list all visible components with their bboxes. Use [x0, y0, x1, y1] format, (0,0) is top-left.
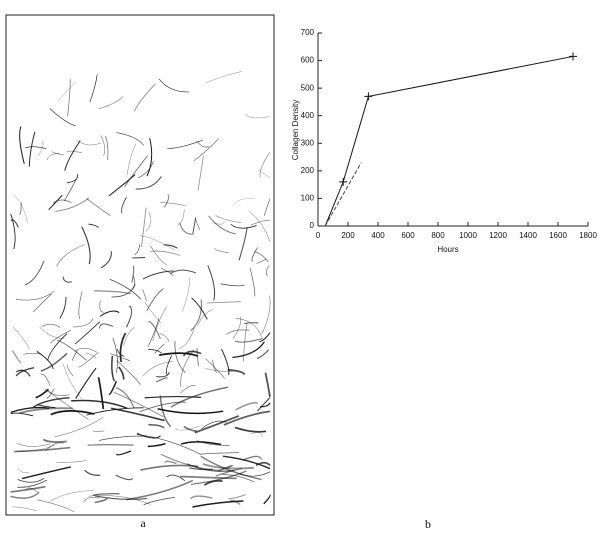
y-tick-label: 600 — [301, 56, 315, 65]
x-tick-label: 200 — [341, 231, 355, 240]
data-point — [339, 178, 347, 186]
y-tick-label: 400 — [301, 111, 315, 120]
x-axis-label: Hours — [437, 245, 458, 254]
y-tick-label: 100 — [301, 194, 315, 203]
x-tick-label: 1400 — [519, 231, 537, 240]
data-line — [325, 56, 573, 226]
panel-label: b — [425, 517, 431, 531]
y-tick-label: 500 — [301, 83, 315, 92]
data-line — [325, 163, 361, 226]
chart: Hours Collagen Density 0 100 200 300 400 500 6… — [291, 28, 597, 254]
y-tick-label: 0 — [310, 221, 315, 230]
data-point — [364, 92, 372, 100]
data-point — [569, 52, 577, 60]
x-tick-label: 1000 — [459, 231, 477, 240]
x-tick-label: 600 — [401, 231, 415, 240]
y-tick-label: 300 — [301, 138, 315, 147]
x-tick-label: 400 — [371, 231, 385, 240]
x-tick-label: 800 — [431, 231, 445, 240]
x-tick-label: 0 — [316, 231, 321, 240]
x-tick-label: 1600 — [549, 231, 567, 240]
fibre — [88, 445, 134, 446]
x-tick-label: 1200 — [489, 231, 507, 240]
y-tick-label: 200 — [301, 166, 315, 175]
y-tick-label: 700 — [301, 28, 315, 37]
x-tick-label: 1800 — [579, 231, 597, 240]
panel-label: a — [140, 516, 146, 530]
y-axis-label: Collagen Density — [291, 100, 300, 160]
